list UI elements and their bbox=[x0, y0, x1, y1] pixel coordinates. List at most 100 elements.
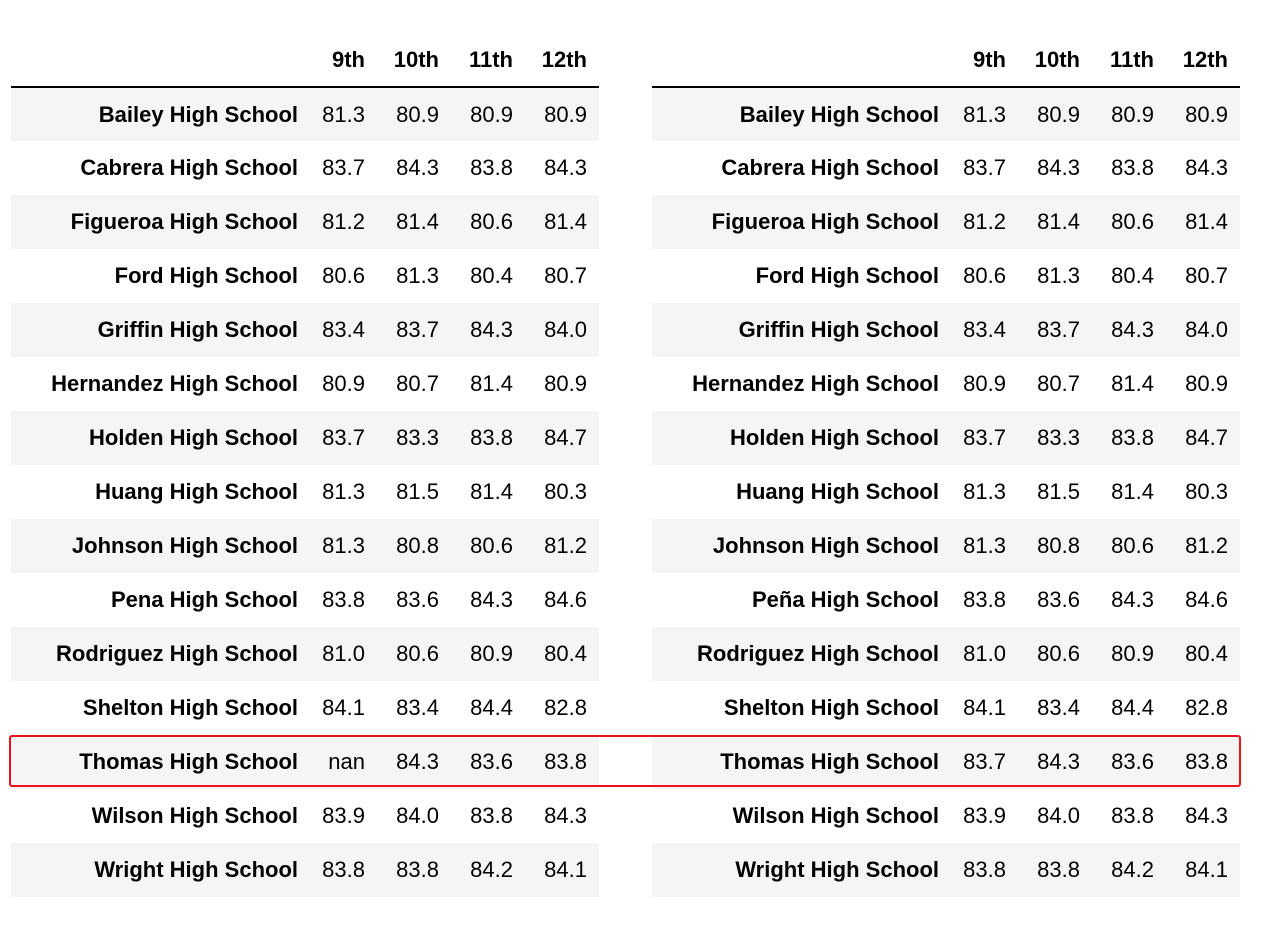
score-cell-12th: 84.3 bbox=[1185, 803, 1228, 828]
school-name-label: Peña High School bbox=[751, 587, 939, 612]
score-cell-11th: 80.9 bbox=[451, 87, 525, 141]
score-cell-9th: 83.7 bbox=[322, 155, 365, 180]
score-cell-10th: 83.6 bbox=[1037, 587, 1080, 612]
score-cell-11th: 84.4 bbox=[470, 695, 513, 720]
school-name-label: Cabrera High School bbox=[721, 155, 939, 180]
column-header-10th: 10th bbox=[1018, 34, 1092, 88]
score-cell-12th: 81.2 bbox=[1166, 519, 1240, 573]
table-row: Cabrera High School 83.7 84.3 83.8 84.3 bbox=[652, 141, 1240, 195]
score-cell-11th: 84.4 bbox=[1111, 695, 1154, 720]
score-cell-12th: 80.7 bbox=[1185, 263, 1228, 288]
score-cell-12th: 84.7 bbox=[1166, 411, 1240, 465]
score-cell-12th: 84.7 bbox=[525, 411, 599, 465]
index-header bbox=[11, 34, 304, 88]
score-cell-9th: 81.0 bbox=[945, 627, 1018, 681]
score-cell-11th: 80.9 bbox=[1092, 87, 1166, 141]
score-cell-9th: 83.9 bbox=[963, 803, 1006, 828]
score-cell-12th: 84.6 bbox=[1185, 587, 1228, 612]
table-row: Thomas High School nan 84.3 83.6 83.8 bbox=[11, 735, 599, 789]
score-cell-12th: 81.4 bbox=[525, 195, 599, 249]
score-cell-10th: 81.4 bbox=[1018, 195, 1092, 249]
score-cell-10th: 84.0 bbox=[396, 803, 439, 828]
score-cell-10th: 84.3 bbox=[1018, 735, 1092, 789]
school-name-label: Huang High School bbox=[95, 479, 298, 504]
table-row: Hernandez High School 80.9 80.7 81.4 80.9 bbox=[11, 357, 599, 411]
score-cell-11th: 83.6 bbox=[451, 735, 525, 789]
score-cell-9th: 81.3 bbox=[945, 519, 1018, 573]
school-name-label: Figueroa High School bbox=[11, 195, 304, 249]
score-cell-10th: 83.4 bbox=[396, 695, 439, 720]
school-name-label: Bailey High School bbox=[11, 87, 304, 141]
score-cell-9th: 83.7 bbox=[945, 735, 1018, 789]
score-cell-10th: 84.0 bbox=[1037, 803, 1080, 828]
school-name-label: Johnson High School bbox=[652, 519, 945, 573]
score-cell-11th: 80.4 bbox=[470, 263, 513, 288]
score-cell-9th: 81.2 bbox=[945, 195, 1018, 249]
score-cell-12th: 84.3 bbox=[1185, 155, 1228, 180]
score-cell-10th: 80.6 bbox=[377, 627, 451, 681]
score-cell-11th: 84.3 bbox=[1111, 587, 1154, 612]
table-row: Thomas High School 83.7 84.3 83.6 83.8 bbox=[652, 735, 1240, 789]
score-cell-11th: 83.6 bbox=[1092, 735, 1166, 789]
score-cell-9th: 83.8 bbox=[322, 587, 365, 612]
score-cell-10th: 81.4 bbox=[377, 195, 451, 249]
scores-by-grade-table-right: 9th 10th 11th 12th Bailey High School 81.… bbox=[652, 34, 1240, 897]
score-cell-10th: 83.3 bbox=[377, 411, 451, 465]
score-cell-12th: 84.1 bbox=[1166, 843, 1240, 897]
score-cell-9th: 80.9 bbox=[963, 371, 1006, 396]
score-cell-10th: 83.8 bbox=[377, 843, 451, 897]
school-name-label: Hernandez High School bbox=[51, 371, 298, 396]
score-cell-12th: 80.9 bbox=[1166, 87, 1240, 141]
score-cell-12th: 80.3 bbox=[1185, 479, 1228, 504]
header-row: 9th 10th 11th 12th bbox=[11, 34, 599, 88]
score-cell-10th: 80.9 bbox=[377, 87, 451, 141]
score-cell-11th: 81.4 bbox=[1111, 371, 1154, 396]
score-cell-12th: 80.9 bbox=[544, 371, 587, 396]
table-row: Bailey High School 81.3 80.9 80.9 80.9 bbox=[652, 87, 1240, 141]
column-header-9th: 9th bbox=[945, 34, 1018, 88]
score-cell-10th: 81.3 bbox=[1037, 263, 1080, 288]
table-row: Griffin High School 83.4 83.7 84.3 84.0 bbox=[11, 303, 599, 357]
school-name-label: Rodriguez High School bbox=[652, 627, 945, 681]
table-row: Johnson High School 81.3 80.8 80.6 81.2 bbox=[652, 519, 1240, 573]
score-cell-12th: 80.3 bbox=[544, 479, 587, 504]
school-name-label: Griffin High School bbox=[652, 303, 945, 357]
column-header-9th: 9th bbox=[304, 34, 377, 88]
score-cell-9th: 84.1 bbox=[322, 695, 365, 720]
score-cell-11th: 80.9 bbox=[451, 627, 525, 681]
score-cell-11th: 83.8 bbox=[1111, 803, 1154, 828]
table-row: Rodriguez High School 81.0 80.6 80.9 80.4 bbox=[11, 627, 599, 681]
school-name-label: Shelton High School bbox=[82, 695, 298, 720]
table-row: Wilson High School 83.9 84.0 83.8 84.3 bbox=[11, 789, 599, 843]
table-row: Huang High School 81.3 81.5 81.4 80.3 bbox=[652, 465, 1240, 519]
index-header bbox=[652, 34, 945, 88]
score-cell-12th: 84.0 bbox=[1166, 303, 1240, 357]
score-cell-10th: 84.3 bbox=[1037, 155, 1080, 180]
score-cell-11th: 84.3 bbox=[1092, 303, 1166, 357]
scores-by-grade-table-left: 9th 10th 11th 12th Bailey High School 81.… bbox=[11, 34, 599, 897]
score-cell-9th: 81.3 bbox=[945, 87, 1018, 141]
table-row: Griffin High School 83.4 83.7 84.3 84.0 bbox=[652, 303, 1240, 357]
score-cell-9th: 83.8 bbox=[963, 587, 1006, 612]
score-cell-10th: 83.7 bbox=[377, 303, 451, 357]
score-cell-9th: 81.3 bbox=[304, 519, 377, 573]
score-cell-12th: 82.8 bbox=[1185, 695, 1228, 720]
score-cell-11th: 84.3 bbox=[470, 587, 513, 612]
score-cell-9th: 83.8 bbox=[945, 843, 1018, 897]
header-row: 9th 10th 11th 12th bbox=[652, 34, 1240, 88]
table-row: Hernandez High School 80.9 80.7 81.4 80.9 bbox=[652, 357, 1240, 411]
school-name-label: Wright High School bbox=[11, 843, 304, 897]
score-cell-12th: 80.9 bbox=[525, 87, 599, 141]
table-row: Johnson High School 81.3 80.8 80.6 81.2 bbox=[11, 519, 599, 573]
table-row: Ford High School 80.6 81.3 80.4 80.7 bbox=[11, 249, 599, 303]
score-cell-9th: 83.7 bbox=[304, 411, 377, 465]
school-name-label: Thomas High School bbox=[11, 735, 304, 789]
table-row: Shelton High School 84.1 83.4 84.4 82.8 bbox=[11, 681, 599, 735]
score-cell-9th: 80.6 bbox=[322, 263, 365, 288]
score-cell-11th: 83.8 bbox=[1111, 155, 1154, 180]
score-cell-11th: 80.4 bbox=[1111, 263, 1154, 288]
column-header-11th: 11th bbox=[1092, 34, 1166, 88]
school-name-label: Wright High School bbox=[652, 843, 945, 897]
score-cell-10th: 80.8 bbox=[1018, 519, 1092, 573]
score-cell-12th: 84.1 bbox=[525, 843, 599, 897]
